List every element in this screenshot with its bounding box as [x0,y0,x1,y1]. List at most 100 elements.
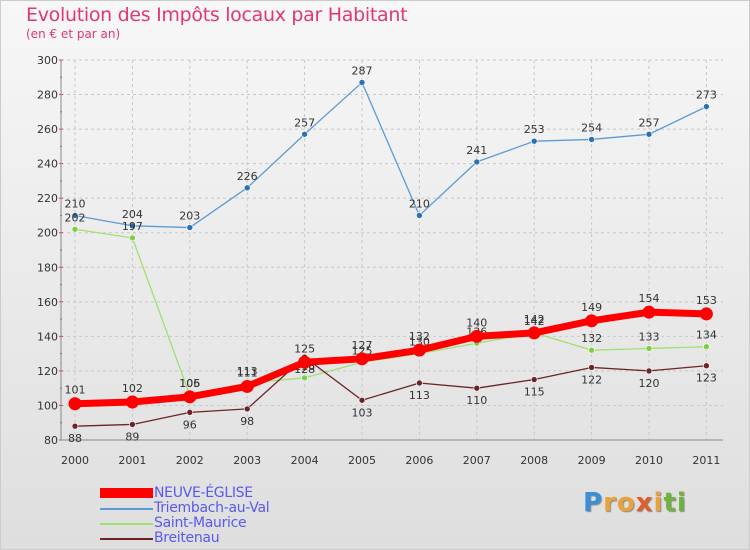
y-tick-label: 280 [37,89,58,102]
data-point-breitenau [703,362,710,370]
data-label-neuve-glise: 142 [524,313,545,326]
data-point-saint-maurice [588,346,595,354]
logo-letter: i [653,488,664,518]
data-point-neuve-glise [355,352,369,366]
x-tick-label: 2001 [118,454,146,467]
x-tick-label: 2010 [635,454,663,467]
data-label-triembach-au-val: 204 [122,208,143,221]
y-tick-label: 240 [37,158,58,171]
data-label-neuve-glise: 125 [294,342,315,355]
data-label-breitenau: 113 [409,389,430,402]
series-line-triembach-au-val [74,81,708,229]
data-point-breitenau [645,367,653,375]
data-label-triembach-au-val: 257 [294,116,315,129]
legend-swatch-triembach [100,508,153,510]
data-point-neuve-glise [699,307,713,321]
x-tick-label: 2004 [291,454,319,467]
data-label-neuve-glise: 105 [179,377,200,390]
x-tick-label: 2006 [405,454,433,467]
data-point-triembach-au-val [530,137,538,145]
logo-letter: t [663,488,677,518]
data-label-breitenau: 98 [240,415,254,428]
legend-swatch-saint-maurice [100,523,153,525]
data-label-triembach-au-val: 254 [581,121,602,134]
data-label-saint-maurice: 125 [352,344,373,357]
legend-label-neuve-eglise: NEUVE-ÉGLISE [154,485,253,501]
data-label-breitenau: 96 [183,418,197,431]
data-point-neuve-glise [470,329,484,343]
x-tick-label: 2008 [520,454,548,467]
data-point-neuve-glise [183,390,197,404]
data-point-triembach-au-val [186,224,194,231]
series-line-saint-maurice [74,228,708,396]
data-label-neuve-glise: 154 [639,292,660,305]
data-label-triembach-au-val: 241 [466,144,487,157]
data-label-saint-maurice: 113 [237,365,258,378]
data-point-triembach-au-val [473,158,481,166]
data-point-neuve-glise [642,305,656,319]
data-label-neuve-glise: 102 [122,382,143,395]
data-point-neuve-glise [298,355,312,369]
data-label-triembach-au-val: 273 [696,89,717,102]
data-point-saint-maurice [301,374,308,382]
data-point-breitenau [358,396,366,404]
y-tick-label: 180 [37,261,58,274]
data-label-breitenau: 89 [125,430,139,443]
data-point-breitenau [416,379,423,387]
logo-letter: x [635,488,654,518]
data-point-neuve-glise [68,397,82,411]
data-point-neuve-glise [527,326,541,340]
data-point-triembach-au-val [71,212,79,219]
legend-swatch-breitenau [100,538,153,540]
data-label-triembach-au-val: 287 [352,64,373,77]
data-label-triembach-au-val: 210 [65,197,86,210]
data-label-neuve-glise: 111 [237,366,258,379]
data-point-breitenau [186,409,194,416]
plot-area [61,60,723,440]
y-tick-label: 200 [37,227,58,240]
data-label-saint-maurice: 134 [696,329,717,342]
data-label-saint-maurice: 142 [524,315,545,328]
legend-label-saint-maurice: Saint-Maurice [154,515,247,531]
data-label-neuve-glise: 140 [466,316,487,329]
x-tick-label: 2007 [463,454,491,467]
data-point-breitenau [588,364,595,371]
y-tick-label: 100 [37,399,58,412]
legend-label-breitenau: Breitenau [154,530,220,546]
data-label-breitenau: 110 [466,394,487,407]
x-tick-label: 2000 [61,454,89,467]
data-label-breitenau: 120 [639,377,660,390]
data-label-saint-maurice: 106 [179,377,200,390]
data-point-triembach-au-val [703,103,710,110]
data-label-saint-maurice: 132 [581,332,602,345]
logo-letter: r [603,488,617,518]
data-point-triembach-au-val [301,130,308,138]
data-label-breitenau: 88 [68,432,82,445]
y-tick-label: 300 [37,54,58,67]
data-label-neuve-glise: 127 [352,339,373,352]
y-tick-label: 120 [37,365,58,378]
x-tick-label: 2005 [348,454,376,467]
data-point-breitenau [530,376,538,383]
data-point-saint-maurice [645,345,653,352]
data-label-breitenau: 115 [524,386,545,399]
data-point-neuve-glise [125,395,139,409]
data-point-neuve-glise [240,379,254,393]
data-label-triembach-au-val: 253 [524,123,545,136]
data-label-saint-maurice: 197 [122,220,143,233]
data-label-breitenau: 123 [696,372,717,385]
data-label-neuve-glise: 101 [65,384,86,397]
data-label-saint-maurice: 133 [639,330,660,343]
x-tick-label: 2003 [233,454,261,467]
data-point-triembach-au-val [243,184,251,192]
data-point-neuve-glise [412,343,426,357]
data-point-saint-maurice [129,234,136,242]
data-point-triembach-au-val [588,136,595,143]
data-point-breitenau [473,384,481,392]
data-label-triembach-au-val: 203 [179,210,200,223]
series-line-breitenau [74,356,708,427]
logo-letter: o [616,488,636,518]
data-point-breitenau [243,405,251,413]
